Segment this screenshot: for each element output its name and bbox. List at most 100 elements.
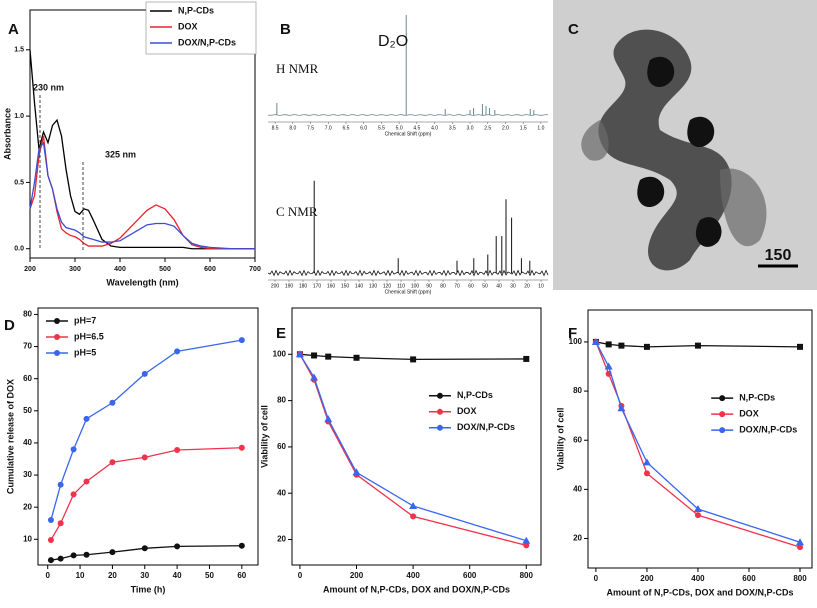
y-tick-label: 100	[273, 349, 287, 358]
x-tick-label: 120	[383, 283, 392, 289]
scale-label: 150	[765, 247, 792, 264]
marker	[325, 353, 332, 360]
marker	[57, 520, 64, 527]
marker	[352, 468, 361, 476]
y-tick-label: 60	[277, 442, 286, 451]
marker	[523, 542, 530, 549]
x-tick-label: 60	[237, 571, 246, 580]
x-tick-label: 200	[24, 266, 36, 273]
x-tick-label: 7.0	[325, 125, 332, 131]
x-tick-label: 7.5	[307, 125, 314, 131]
x-axis-label: Time (h)	[131, 584, 166, 594]
y-tick-label: 100	[569, 337, 583, 346]
x-axis-label: Amount of N,P-CDs, DOX and DOX/N,P-CDs	[606, 587, 793, 597]
marker	[617, 404, 626, 412]
series-line	[299, 353, 527, 546]
marker	[324, 415, 333, 423]
x-tick-label: 200	[271, 283, 280, 289]
marker	[643, 470, 650, 477]
x-tick-label: 3.5	[449, 125, 456, 131]
marker	[83, 415, 90, 422]
marker	[522, 536, 531, 544]
legend-marker	[54, 334, 60, 340]
x-tick-label: 80	[440, 283, 446, 289]
x-tick-label: 180	[299, 283, 308, 289]
series-line	[50, 339, 242, 521]
marker	[295, 350, 304, 358]
legend-marker	[436, 424, 443, 431]
legend-label: pH=6.5	[74, 331, 104, 341]
tem-image	[553, 0, 817, 290]
annotation: D₂O	[378, 33, 408, 50]
legend-label: DOX/N,P-CDs	[739, 425, 797, 435]
x-tick-label: 2.5	[484, 125, 491, 131]
y-tick-label: 50	[23, 406, 32, 415]
x-tick-label: 40	[496, 283, 502, 289]
legend-label: pH=7	[74, 315, 96, 325]
legend-label: DOX	[739, 409, 759, 419]
annotation: 325 nm	[105, 149, 136, 159]
x-tick-label: 50	[205, 571, 214, 580]
legend-label: N,P-CDs	[457, 390, 493, 400]
x-tick-label: 400	[691, 574, 705, 583]
y-tick-label: 40	[277, 488, 286, 497]
marker	[605, 341, 612, 348]
y-tick-label: 80	[573, 386, 582, 395]
y-tick-label: 10	[23, 534, 32, 543]
marker	[109, 459, 116, 466]
legend-marker	[719, 411, 726, 418]
x-tick-label: 800	[520, 571, 534, 580]
marker	[797, 343, 804, 350]
x-tick-label: 8.5	[272, 125, 279, 131]
panel-label: F	[568, 325, 577, 342]
x-tick-label: 600	[204, 266, 216, 273]
x-tick-label: 150	[341, 283, 350, 289]
plot-frame	[291, 307, 542, 566]
x-tick-label: 600	[463, 571, 477, 580]
y-tick-label: 70	[23, 342, 32, 351]
marker	[174, 543, 181, 550]
panel-label: B	[280, 21, 291, 38]
marker	[604, 362, 613, 370]
series-line	[595, 341, 801, 543]
x-tick-label: 5.5	[378, 125, 385, 131]
marker	[238, 542, 245, 549]
series-line	[50, 447, 242, 541]
y-tick-label: 60	[573, 435, 582, 444]
x-tick-label: 20	[524, 283, 530, 289]
x-tick-label: 8.0	[289, 125, 296, 131]
y-axis-label: Absorbance	[2, 108, 12, 160]
marker	[141, 370, 148, 377]
x-tick-label: 70	[454, 283, 460, 289]
marker	[797, 544, 804, 551]
marker	[311, 352, 318, 359]
marker	[109, 399, 116, 406]
legend-label: N,P-CDs	[739, 393, 775, 403]
x-tick-label: 100	[411, 283, 420, 289]
x-tick-label: 5.0	[396, 125, 403, 131]
series-line	[29, 49, 255, 250]
marker	[70, 491, 77, 498]
legend-marker	[54, 318, 60, 324]
marker	[47, 557, 54, 564]
x-tick-label: 4.5	[413, 125, 420, 131]
x-tick-label: 1.5	[520, 125, 527, 131]
marker	[57, 555, 64, 562]
marker	[47, 517, 54, 524]
marker	[409, 501, 418, 509]
marker	[47, 536, 54, 543]
marker	[238, 444, 245, 451]
y-axis-label: Viability of cell	[259, 405, 269, 468]
x-tick-label: 400	[114, 266, 126, 273]
marker	[353, 354, 360, 361]
legend-label: DOX	[178, 21, 198, 31]
y-tick-label: 40	[23, 438, 32, 447]
marker	[109, 549, 116, 556]
legend-label: N,P-CDs	[178, 5, 214, 15]
series-line	[29, 140, 255, 250]
tem-dark-core	[637, 56, 722, 247]
x-tick-label: 40	[173, 571, 182, 580]
y-axis-label: Cumulative release of DOX	[5, 379, 15, 494]
marker	[694, 342, 701, 349]
